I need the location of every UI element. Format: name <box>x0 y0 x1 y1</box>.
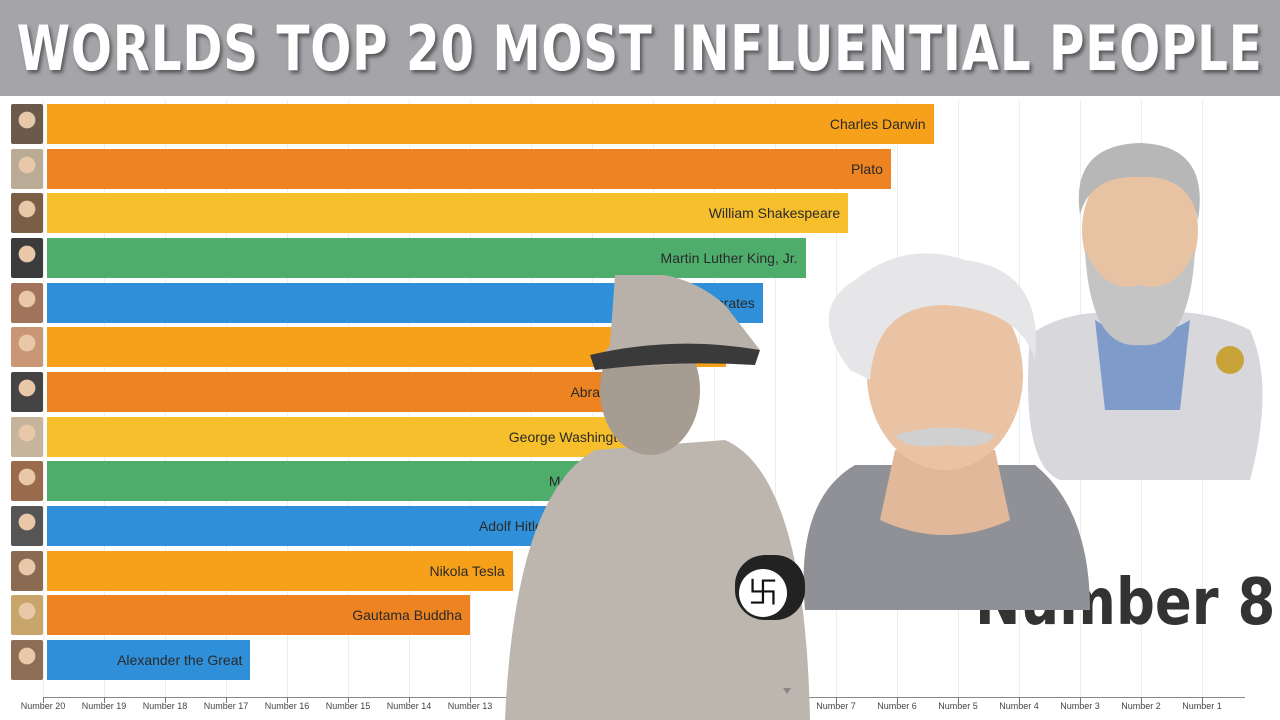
gridline <box>836 100 837 697</box>
bar-label: Alexander the Great <box>117 652 243 669</box>
bar-label: Charles Darwin <box>829 116 926 132</box>
einstein-portrait <box>803 253 1090 610</box>
person-thumbnail <box>11 595 43 636</box>
person-thumbnail <box>11 550 43 591</box>
title-banner: WORLDS TOP 20 MOST INFLUENTIAL PEOPLE <box>0 0 1280 96</box>
axis-tick <box>1202 697 1203 703</box>
axis-tick <box>897 697 898 703</box>
bar: Plato <box>47 148 891 189</box>
gridline <box>714 100 715 697</box>
bar: Martin Luther King, Jr. <box>47 238 806 278</box>
axis-tick <box>104 697 105 703</box>
axis-tick <box>348 697 349 703</box>
axis-tick-label: Number 4 <box>999 701 1039 711</box>
axis-tick <box>226 697 227 703</box>
person-thumbnail <box>11 372 43 413</box>
bar: Moses <box>47 461 599 502</box>
gridline <box>43 100 44 697</box>
bar: Nikola Tesla <box>47 550 513 591</box>
bar: William Shakespeare <box>47 193 849 234</box>
svg-text:卐: 卐 <box>748 577 778 610</box>
bar: Abraham Lincoln <box>47 372 684 413</box>
person-thumbnail <box>11 327 43 368</box>
axis-tick <box>470 697 471 703</box>
axis-tick-label: Number 18 <box>142 701 188 711</box>
axis-tick <box>1141 697 1142 703</box>
axis-tick <box>43 697 44 703</box>
hitler-portrait: 卐 <box>505 275 810 720</box>
person-thumbnail <box>11 461 43 502</box>
axis-tick <box>836 697 837 703</box>
axis-tick-label: Number 2 <box>1121 701 1161 711</box>
axis-tick <box>165 697 166 703</box>
axis-tick-label: Number 5 <box>938 701 978 711</box>
person-thumbnail <box>11 193 43 234</box>
axis-tick <box>409 697 410 703</box>
bar: Gautama Buddha <box>47 595 470 636</box>
axis-tick-label: Number 17 <box>203 701 249 711</box>
axis-tick <box>958 697 959 703</box>
page-title: WORLDS TOP 20 MOST INFLUENTIAL PEOPLE <box>17 11 1263 85</box>
bar-label: George Washington <box>508 428 633 445</box>
axis-tick-label: Number 19 <box>81 701 127 711</box>
aristotle-portrait <box>1028 143 1263 480</box>
axis-tick-label: Number 3 <box>1060 701 1100 711</box>
axis-tick-label: Number 6 <box>877 701 917 711</box>
axis-tick-label: Number 13 <box>447 701 493 711</box>
axis-tick-label: Number 16 <box>264 701 310 711</box>
bar-label: Gautama Buddha <box>352 607 462 624</box>
person-thumbnail <box>11 506 43 547</box>
axis-tick-label: Number 15 <box>325 701 371 711</box>
axis-tick-label: Number 20 <box>20 701 66 711</box>
axis-tick <box>287 697 288 703</box>
current-rank-marker <box>783 688 791 694</box>
person-thumbnail <box>11 640 43 681</box>
gridline <box>775 100 776 697</box>
bar-label: Adolf Hitler <box>478 518 548 535</box>
axis-tick <box>1080 697 1081 703</box>
bar-label: Martin Luther King, Jr. <box>660 250 798 266</box>
axis-tick <box>1019 697 1020 703</box>
bar: Alexander the Great <box>47 640 251 681</box>
bar-label: Plato <box>850 160 883 177</box>
axis-tick-label: Number 7 <box>816 701 856 711</box>
bar: Charles Darwin <box>47 104 934 144</box>
person-thumbnail <box>11 238 43 278</box>
bar-label: William Shakespeare <box>708 205 841 222</box>
person-thumbnail <box>11 104 43 144</box>
person-thumbnail <box>11 282 43 323</box>
bar: Adolf Hitler <box>47 506 556 547</box>
person-thumbnail <box>11 148 43 189</box>
person-thumbnail <box>11 416 43 457</box>
bar: George Washington <box>47 416 641 457</box>
axis-tick-label: Number 1 <box>1182 701 1222 711</box>
axis-tick-label: Number 14 <box>386 701 432 711</box>
bar-label: Nikola Tesla <box>429 562 505 579</box>
